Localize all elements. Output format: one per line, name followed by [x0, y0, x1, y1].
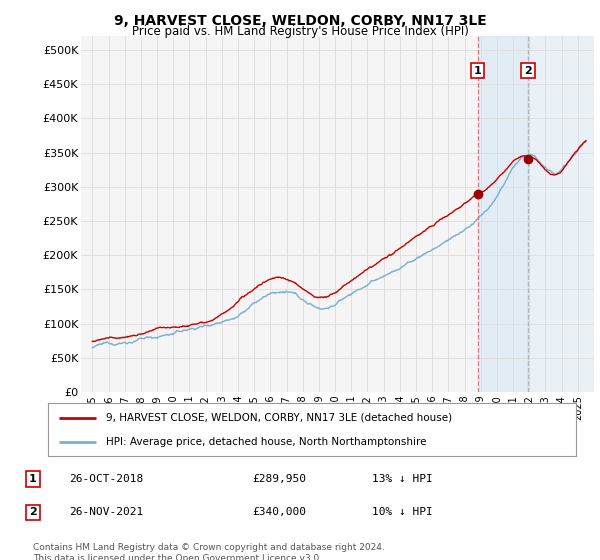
- Text: 13% ↓ HPI: 13% ↓ HPI: [372, 474, 433, 484]
- Text: 2: 2: [29, 507, 37, 517]
- Text: 1: 1: [474, 66, 482, 76]
- Text: 1: 1: [29, 474, 37, 484]
- Text: 26-OCT-2018: 26-OCT-2018: [69, 474, 143, 484]
- Text: 9, HARVEST CLOSE, WELDON, CORBY, NN17 3LE: 9, HARVEST CLOSE, WELDON, CORBY, NN17 3L…: [113, 14, 487, 28]
- Text: £289,950: £289,950: [252, 474, 306, 484]
- Bar: [478, 36, 528, 392]
- Text: 26-NOV-2021: 26-NOV-2021: [69, 507, 143, 517]
- Text: 10% ↓ HPI: 10% ↓ HPI: [372, 507, 433, 517]
- Text: 9, HARVEST CLOSE, WELDON, CORBY, NN17 3LE (detached house): 9, HARVEST CLOSE, WELDON, CORBY, NN17 3L…: [106, 413, 452, 423]
- Text: 2: 2: [524, 66, 532, 76]
- Bar: [528, 36, 594, 392]
- Text: Contains HM Land Registry data © Crown copyright and database right 2024.
This d: Contains HM Land Registry data © Crown c…: [33, 543, 385, 560]
- Text: HPI: Average price, detached house, North Northamptonshire: HPI: Average price, detached house, Nort…: [106, 437, 427, 447]
- Text: £340,000: £340,000: [252, 507, 306, 517]
- Text: Price paid vs. HM Land Registry's House Price Index (HPI): Price paid vs. HM Land Registry's House …: [131, 25, 469, 38]
